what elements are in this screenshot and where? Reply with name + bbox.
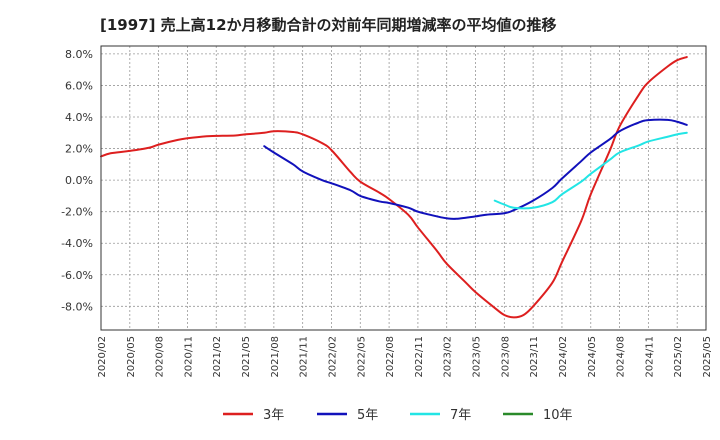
x-tick-label: 2021/08 [270, 336, 281, 378]
x-tick-label: 2025/02 [673, 336, 684, 378]
chart-title: [1997] 売上高12か月移動合計の対前年同期増減率の平均値の推移 [100, 16, 557, 34]
x-tick-label: 2022/05 [356, 336, 367, 378]
x-tick-label: 2023/02 [443, 336, 454, 378]
x-tick-label: 2023/05 [472, 336, 483, 378]
legend-label-3: 10年 [543, 408, 573, 423]
x-tick-label: 2021/05 [241, 336, 252, 378]
x-tick-label: 2023/11 [529, 336, 540, 378]
x-tick-label: 2020/05 [126, 336, 137, 378]
series-line-0 [100, 56, 688, 319]
y-tick-label: 8.0% [65, 48, 93, 61]
x-tick-label: 2024/05 [587, 336, 598, 378]
x-tick-label: 2021/02 [212, 336, 223, 378]
x-tick-label: 2020/11 [183, 336, 194, 378]
legend-label-1: 5年 [357, 408, 378, 423]
legend-label-0: 3年 [263, 408, 284, 423]
y-tick-label: 6.0% [65, 79, 93, 92]
x-tick-label: 2025/05 [702, 336, 713, 378]
x-tick-label: 2022/08 [385, 336, 396, 378]
x-tick-label: 2020/08 [155, 336, 166, 378]
x-tick-label: 2024/02 [558, 336, 569, 378]
axis-layer: 8.0% 6.0% 4.0% 2.0% 0.0% -2.0% -4.0% -6.0% -8.0%… [61, 45, 713, 378]
series-line-1 [263, 118, 688, 220]
x-tick-label: 2023/08 [500, 336, 511, 378]
legend: 3年 5年 7年 10年 [223, 408, 573, 423]
x-tick-label: 2022/11 [414, 336, 425, 378]
y-tick-label: 0.0% [65, 174, 93, 187]
y-tick-label: -2.0% [61, 206, 93, 219]
x-tick-label: 2024/08 [616, 336, 627, 378]
plot-frame [100, 45, 707, 331]
grid-layer [100, 46, 707, 330]
x-tick-label: 2020/02 [97, 336, 108, 378]
x-tick-label: 2021/11 [299, 336, 310, 378]
legend-label-2: 7年 [450, 408, 471, 423]
series-line-2 [493, 131, 688, 210]
x-tick-label: 2022/02 [327, 336, 338, 378]
y-tick-label: 4.0% [65, 111, 93, 124]
y-tick-label: 2.0% [65, 143, 93, 156]
series-layer [100, 56, 688, 319]
y-tick-label: -8.0% [61, 300, 93, 313]
x-tick-label: 2024/11 [644, 336, 655, 378]
y-tick-label: -6.0% [61, 269, 93, 282]
y-tick-label: -4.0% [61, 237, 93, 250]
